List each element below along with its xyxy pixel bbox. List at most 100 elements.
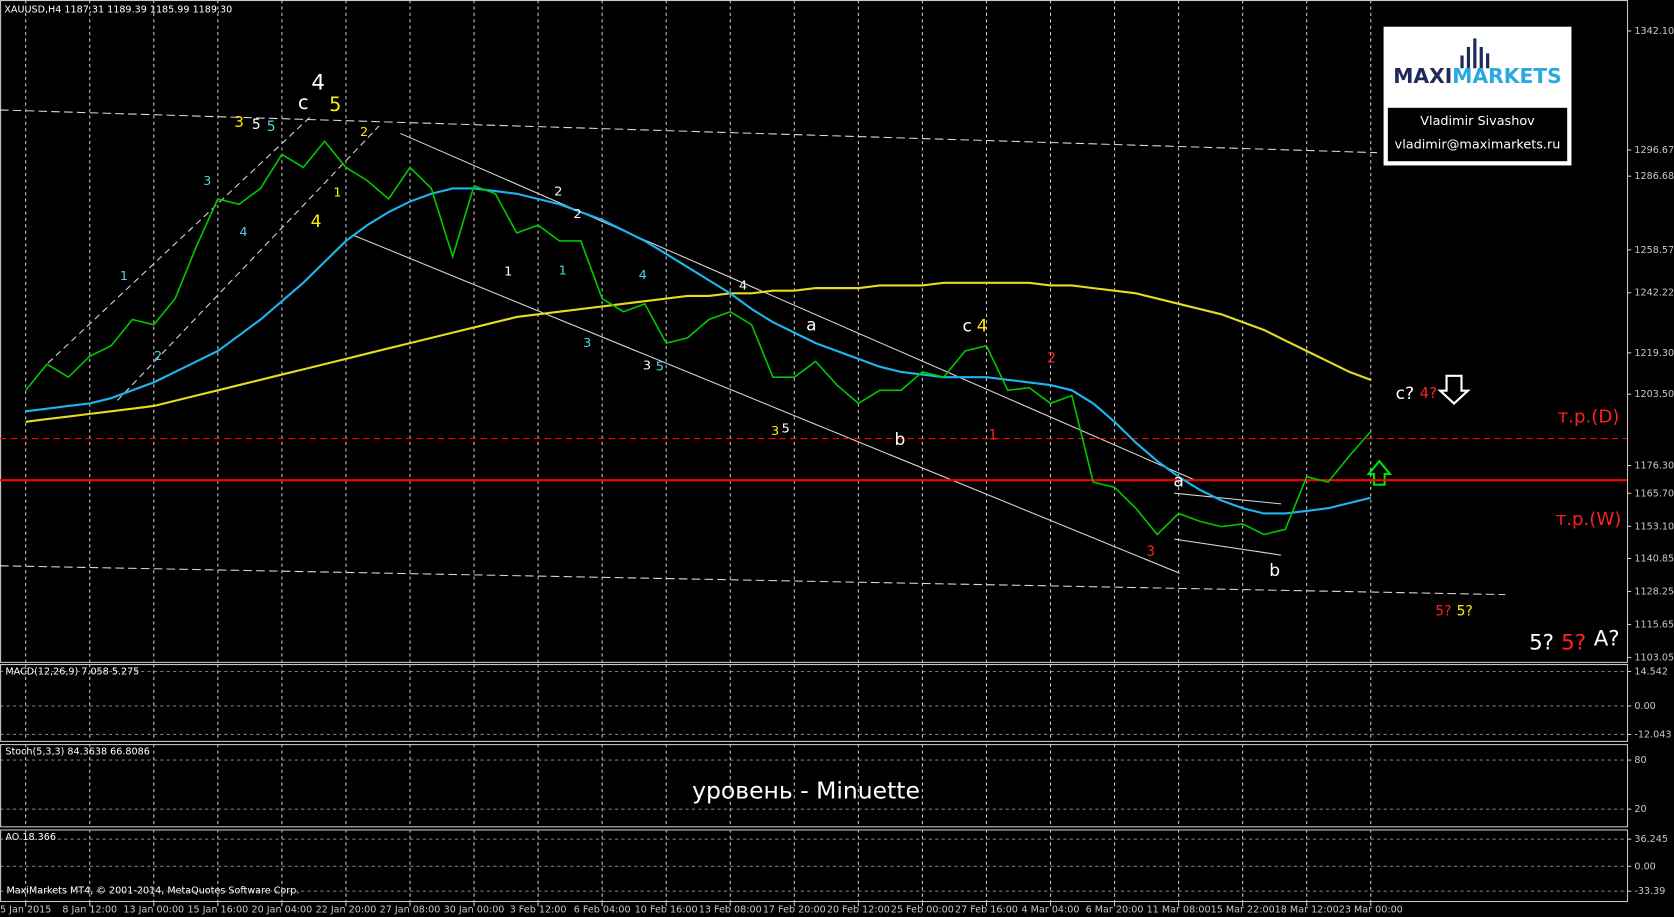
stoch-frame: [0, 744, 1629, 828]
x-tick-label: 5 Jan 2015: [0, 905, 51, 916]
annotation: 5?: [1561, 631, 1586, 656]
annotation: a: [1173, 471, 1183, 491]
annotation: A?: [1594, 626, 1620, 651]
channel-line: [117, 125, 380, 401]
annotation: 2: [554, 185, 562, 200]
x-tick-label: 3 Feb 12:00: [510, 905, 567, 916]
x-tick-label: 18 Mar 12:00: [1275, 905, 1339, 916]
annotation: c: [963, 317, 972, 337]
x-tick-label: 27 Feb 16:00: [955, 905, 1018, 916]
y-tick-label: 1203.50: [1634, 389, 1674, 400]
annotation: 3: [583, 336, 591, 351]
annotation: 4: [311, 70, 325, 95]
annotation: 5: [656, 360, 664, 375]
y-tick-label: 0.00: [1634, 701, 1655, 712]
y-tick-label: 1140.85: [1634, 553, 1674, 564]
x-tick-label: 11 Mar 08:00: [1147, 905, 1211, 916]
annotation: 5: [252, 117, 261, 133]
main-frame: [0, 0, 1629, 663]
ma-line: [25, 187, 1372, 515]
x-tick-label: 6 Feb 04:00: [574, 905, 631, 916]
x-tick-label: 22 Jan 20:00: [316, 905, 377, 916]
author-email: vladimir@maximarkets.ru: [1395, 138, 1561, 153]
logo-part: MAXI: [1393, 63, 1452, 87]
ma-line: [25, 281, 1372, 423]
y-tick-label: 1176.30: [1634, 461, 1674, 472]
annotation: 3: [1146, 544, 1155, 560]
macd-frame: [0, 663, 1629, 742]
annotation: 3: [643, 359, 651, 374]
annotation: 2: [1047, 351, 1056, 367]
x-tick-label: 13 Feb 08:00: [699, 905, 762, 916]
author-name: Vladimir Sivashov: [1420, 114, 1535, 129]
drawn-objects: [0, 109, 1506, 596]
annotation: 5?: [1457, 604, 1473, 620]
down-arrow: [1437, 374, 1471, 405]
y-tick-label: 1103.05: [1634, 653, 1674, 664]
y-tick-label: 1258.57: [1634, 245, 1674, 256]
y-tick-label: 1242.22: [1634, 288, 1674, 299]
annotation: 4: [739, 279, 747, 294]
y-tick-label: 1342.10: [1634, 26, 1674, 37]
price-line: [25, 139, 1372, 536]
annotation: 4: [311, 212, 322, 232]
x-tick-label: 20 Jan 04:00: [252, 905, 313, 916]
annotation: 1: [120, 269, 128, 284]
x-tick-label: 6 Mar 20:00: [1086, 905, 1144, 916]
annotation: 5: [782, 422, 790, 437]
annotation: 2: [154, 349, 162, 364]
x-tick-label: 10 Feb 16:00: [635, 905, 698, 916]
annotation: 1: [333, 186, 341, 201]
panel-label: AO 18.366: [5, 832, 56, 843]
channel-line: [400, 132, 1196, 481]
y-tick-label: 80: [1634, 755, 1646, 766]
frames: [0, 0, 1629, 903]
annotation: т.р.(W): [1556, 509, 1622, 530]
y-tick-label: 1128.25: [1634, 586, 1674, 597]
footer: MaxiMarkets MT4, © 2001-2014, MetaQuotes…: [6, 885, 299, 896]
x-tick-label: 15 Mar 22:00: [1211, 905, 1275, 916]
annotation: уровень - Minuette: [692, 777, 920, 805]
annotation: 2: [574, 207, 582, 222]
y-tick-label: 1286.68: [1634, 171, 1674, 182]
logo-part: MARKETS: [1452, 63, 1561, 87]
annotation: 4: [977, 317, 988, 337]
x-tick-label: 13 Jan 00:00: [123, 905, 184, 916]
annotation: 5?: [1529, 631, 1554, 656]
annotation: 1: [504, 265, 512, 280]
x-tick-label: 25 Feb 00:00: [891, 905, 954, 916]
annotation: 5: [329, 93, 341, 116]
wedge-line: [1174, 538, 1282, 556]
annotation: 3: [771, 424, 779, 439]
channel-line: [352, 234, 1180, 574]
x-tick-label: 4 Mar 04:00: [1022, 905, 1080, 916]
author-box: [1387, 107, 1568, 162]
annotation: 4?: [1420, 384, 1437, 402]
up-arrow: [1366, 459, 1393, 486]
x-tick-label: 30 Jan 00:00: [444, 905, 505, 916]
logo: MAXIMARKETS Vladimir Sivashov vladimir@m…: [1383, 26, 1572, 166]
annotation: 1: [559, 264, 567, 279]
annotation: 3: [203, 174, 211, 189]
y-tick-label: 1296.67: [1634, 145, 1674, 156]
y-tick-label: 1153.10: [1634, 521, 1674, 532]
annotation: т.р.(D): [1558, 406, 1620, 427]
logo-bars: [1460, 38, 1490, 69]
y-tick-label: -12.043: [1634, 729, 1671, 740]
annotation: b: [1269, 561, 1280, 581]
y-tick-label: -33.39: [1634, 886, 1665, 897]
y-tick-label: 20: [1634, 804, 1646, 815]
annotation: b: [895, 430, 906, 450]
logo-text: MAXIMARKETS: [1393, 63, 1561, 87]
y-tick-label: 1115.65: [1634, 620, 1674, 631]
panel-label: Stoch(5,3,3) 84.3638 66.8086: [5, 747, 149, 758]
x-tick-label: 17 Feb 20:00: [763, 905, 826, 916]
y-tick-label: 1165.70: [1634, 488, 1674, 499]
wedge-line: [1174, 492, 1282, 505]
x-tick-label: 20 Feb 12:00: [827, 905, 890, 916]
annotation: c?: [1396, 384, 1414, 404]
y-tick-label: 14.542: [1634, 666, 1668, 677]
y-tick-label: 1219.30: [1634, 348, 1674, 359]
trend-line: [0, 565, 1506, 596]
